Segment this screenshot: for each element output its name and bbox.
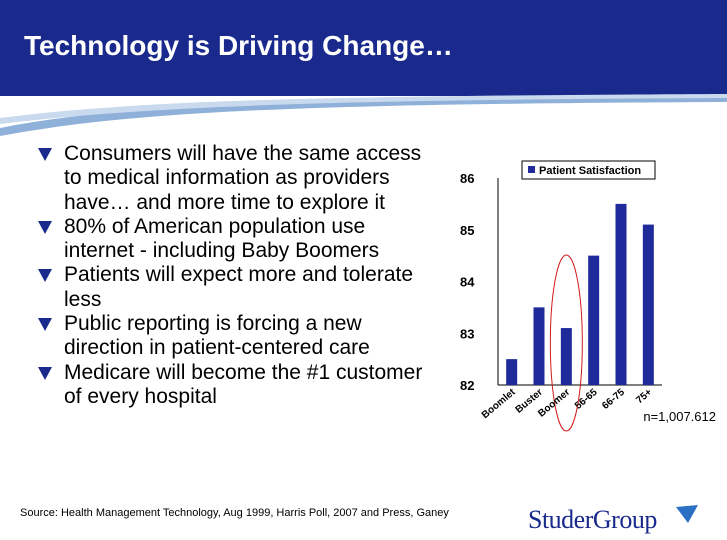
logo-flag-icon [676, 505, 698, 523]
triangle-bullet-icon [38, 148, 52, 161]
bullet-text: Public reporting is forcing a new direct… [64, 312, 370, 360]
bullet-text: Medicare will become the #1 customer of … [64, 360, 423, 408]
bar [560, 328, 572, 385]
legend-swatch [528, 166, 535, 173]
y-tick-label: 85 [460, 223, 474, 238]
bullet-item: Public reporting is forcing a new direct… [38, 312, 438, 361]
legend-box [521, 160, 656, 180]
x-tick-label: 75+ [634, 387, 654, 406]
triangle-bullet-icon [38, 269, 52, 283]
x-tick-label: 66-75 [600, 387, 627, 412]
bar [642, 224, 654, 385]
bullet-item: Medicare will become the #1 customer of … [38, 361, 438, 410]
y-tick-label: 86 [460, 171, 474, 186]
bar [615, 203, 627, 385]
sample-size-annotation: n=1,007.612 [643, 409, 716, 424]
bullet-item: Patients will expect more and tolerate l… [38, 263, 438, 312]
source-citation: Source: Health Management Technology, Au… [20, 507, 449, 519]
bar [506, 359, 518, 385]
triangle-bullet-icon [38, 220, 52, 234]
title-bar: Technology is Driving Change… [0, 0, 727, 96]
bar [533, 307, 545, 385]
y-tick-label: 84 [460, 275, 475, 290]
x-tick-label: 56-65 [573, 387, 600, 412]
bullet-item: Consumers will have the same access to m… [38, 142, 438, 215]
y-tick-label: 82 [460, 378, 474, 393]
triangle-bullet-icon [38, 318, 52, 332]
bullet-item: 80% of American population use internet … [38, 215, 438, 264]
bullet-text: Patients will expect more and tolerate l… [64, 263, 414, 311]
triangle-bullet-icon [38, 366, 52, 380]
y-tick-label: 83 [460, 326, 474, 341]
highlight-ellipse [549, 254, 583, 432]
legend-label: Patient Satisfaction [539, 165, 641, 177]
bar [588, 255, 600, 385]
bullet-text: Consumers will have the same access to m… [64, 142, 422, 214]
slide-title: Technology is Driving Change… [24, 30, 453, 61]
bullet-list: Consumers will have the same access to m… [38, 142, 438, 409]
x-tick-label: Boomlet [480, 386, 518, 421]
studer-group-logo: StuderGroup [528, 505, 657, 534]
header-swoosh [0, 84, 727, 136]
bullet-text: 80% of American population use internet … [64, 214, 380, 263]
